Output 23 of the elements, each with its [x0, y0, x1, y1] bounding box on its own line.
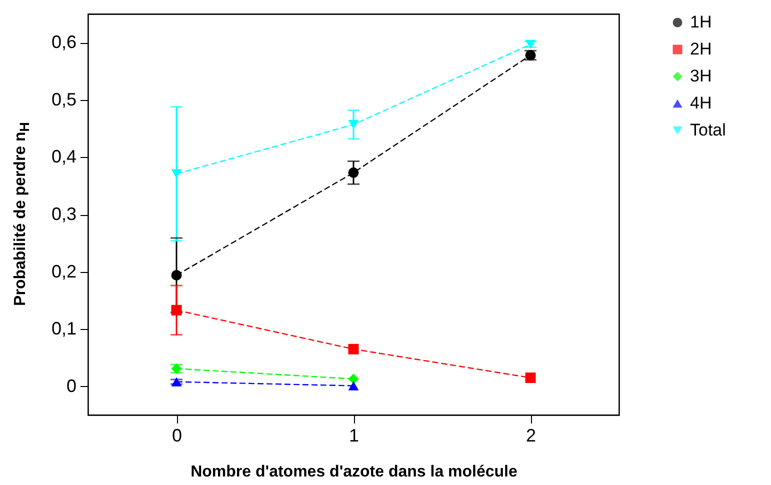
legend-label: 1H — [690, 12, 712, 32]
legend-label: 2H — [690, 40, 712, 58]
point — [171, 169, 182, 178]
legend-label: 4H — [690, 94, 712, 112]
x-tick-label: 2 — [526, 426, 536, 446]
point — [348, 120, 359, 130]
point — [171, 304, 182, 316]
x-tick-label: 0 — [172, 426, 182, 446]
y-tick-label: 0,6 — [51, 32, 76, 52]
x-axis-title: Nombre d'atomes d'azote dans la molécule — [190, 464, 518, 480]
point — [525, 372, 536, 384]
y-tick-label: 0,4 — [51, 146, 76, 167]
y-tick-label: 0 — [66, 376, 76, 396]
x-tick-label: 1 — [348, 426, 360, 446]
legend-label: 3H — [690, 66, 712, 86]
point — [348, 344, 359, 354]
legend-label: Total — [690, 120, 726, 140]
y-tick-label: 0,2 — [51, 261, 76, 282]
y-tick-label: 0,5 — [51, 89, 76, 110]
y-tick-label: 0,1 — [51, 318, 76, 339]
y-tick-label: 0,3 — [51, 204, 76, 224]
point — [171, 270, 182, 280]
point — [348, 167, 359, 178]
